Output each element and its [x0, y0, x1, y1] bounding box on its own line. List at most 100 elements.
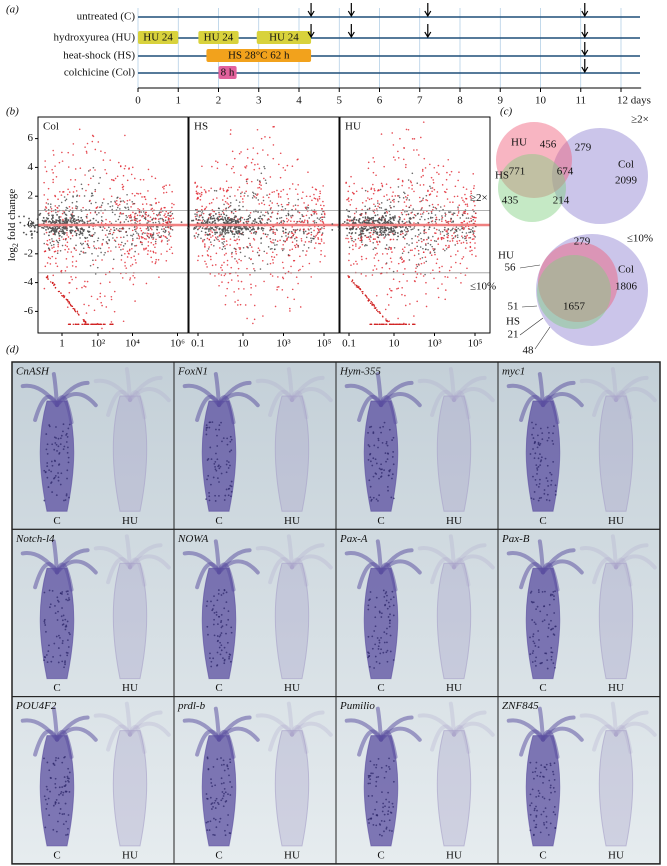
data-point	[293, 259, 296, 262]
data-point	[373, 189, 376, 192]
stain-dot	[217, 592, 220, 595]
stain-dot	[388, 625, 391, 628]
data-point	[234, 257, 236, 260]
stain-dot	[44, 826, 47, 829]
x-tick-label: 10³	[276, 338, 291, 350]
data-point	[428, 194, 431, 196]
data-point	[272, 232, 275, 234]
in-situ-panel	[173, 696, 337, 865]
data-point	[254, 218, 256, 221]
data-point	[211, 217, 214, 220]
data-point	[245, 180, 248, 183]
data-point	[372, 183, 374, 186]
data-point	[301, 213, 303, 216]
data-point	[51, 255, 54, 258]
data-point	[47, 278, 49, 280]
data-point	[417, 221, 419, 224]
data-point	[416, 149, 418, 151]
data-point	[389, 220, 392, 223]
data-point	[96, 266, 99, 269]
stain-dot	[63, 756, 65, 759]
data-point	[223, 203, 225, 206]
stain-dot	[388, 605, 391, 608]
data-point	[361, 292, 364, 295]
stain-dot	[223, 589, 226, 592]
stain-dot	[373, 667, 376, 669]
data-point	[204, 228, 207, 230]
threshold-label: ≤10%	[470, 280, 496, 292]
data-point	[203, 220, 206, 222]
gene-name: prdl-b	[177, 700, 206, 712]
data-point	[355, 211, 358, 213]
data-point	[151, 234, 154, 237]
data-point	[409, 249, 412, 252]
data-point	[219, 233, 222, 236]
stain-dot	[385, 442, 388, 445]
data-point	[69, 282, 71, 284]
data-point	[226, 259, 229, 262]
stain-dot	[388, 622, 391, 625]
data-point	[381, 185, 384, 188]
data-point	[423, 232, 425, 235]
polyp-body	[112, 730, 148, 847]
data-point	[48, 247, 50, 250]
stain-dot	[46, 761, 49, 764]
stain-dot	[387, 616, 390, 618]
data-point	[447, 220, 450, 223]
data-point	[362, 216, 364, 219]
data-point	[206, 254, 209, 256]
data-point	[238, 231, 241, 234]
stain-dot	[57, 437, 60, 440]
data-point	[313, 211, 316, 214]
stain-dot	[371, 635, 374, 638]
data-point	[307, 247, 310, 249]
data-point	[361, 243, 364, 246]
data-point	[294, 244, 296, 247]
stain-dot	[552, 662, 555, 665]
data-point	[238, 218, 240, 221]
stain-dot	[375, 824, 378, 827]
stain-dot	[390, 496, 393, 499]
data-point	[417, 249, 420, 252]
data-point	[263, 280, 265, 283]
data-point	[396, 195, 399, 197]
data-point	[128, 249, 131, 252]
data-point	[68, 291, 71, 294]
data-point	[261, 226, 263, 229]
data-point	[92, 245, 95, 247]
data-point	[264, 167, 266, 170]
stain-dot	[539, 831, 542, 834]
stain-dot	[381, 791, 383, 794]
data-point	[66, 306, 69, 309]
data-point	[359, 239, 361, 242]
data-point	[254, 163, 256, 166]
data-point	[80, 183, 83, 186]
data-point	[377, 310, 379, 313]
data-point	[383, 195, 385, 198]
data-point	[331, 223, 334, 225]
stain-dot	[552, 627, 554, 630]
data-point	[432, 181, 435, 184]
data-point	[374, 230, 377, 233]
treatment-label: HU 24	[204, 32, 234, 44]
data-point	[67, 219, 70, 221]
data-point	[424, 273, 426, 276]
data-point	[472, 233, 475, 236]
data-point	[276, 229, 278, 232]
data-point	[297, 198, 299, 201]
data-point	[202, 218, 205, 221]
stain-dot	[50, 470, 53, 473]
data-point	[448, 211, 450, 213]
data-point	[221, 216, 224, 218]
data-point	[152, 221, 155, 224]
data-point	[403, 229, 406, 231]
data-point	[196, 208, 198, 211]
data-point	[262, 229, 264, 232]
data-point	[52, 149, 54, 152]
data-point	[294, 237, 296, 240]
data-point	[86, 213, 89, 216]
data-point	[414, 247, 416, 250]
data-point	[52, 172, 54, 174]
polyp-body	[525, 735, 561, 847]
data-point	[157, 213, 160, 216]
